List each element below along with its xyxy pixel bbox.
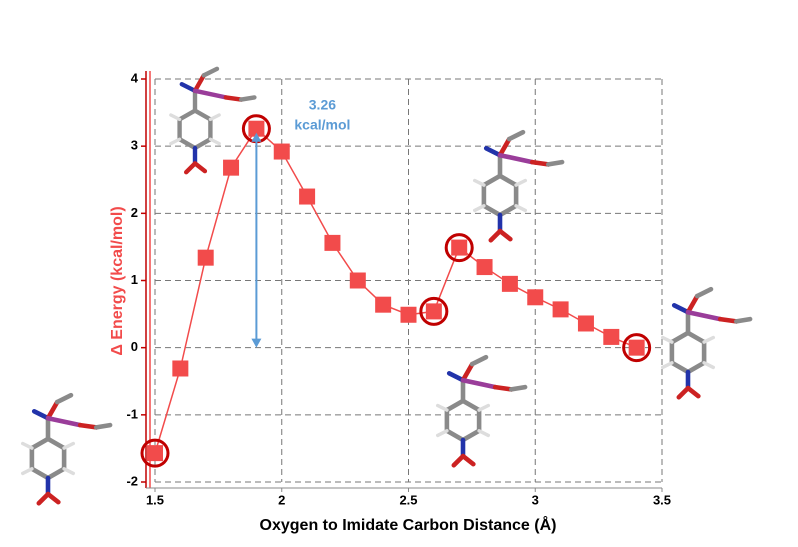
highlight-ring [622, 333, 652, 363]
data-point [324, 234, 341, 251]
data-point [248, 120, 265, 137]
data-point [552, 301, 569, 318]
highlight-ring [140, 438, 170, 468]
data-point [172, 360, 189, 377]
data-point [476, 259, 493, 276]
y-tick-label: -2 [126, 473, 138, 488]
data-point [451, 239, 468, 256]
y-tick-label: 2 [131, 205, 138, 220]
data-point [299, 188, 316, 205]
data-point [349, 272, 366, 289]
data-point [273, 143, 290, 160]
data-point [147, 445, 163, 462]
data-point [501, 275, 518, 292]
x-tick-label: 1.5 [146, 492, 164, 507]
data-point [400, 306, 417, 323]
x-axis-title: Oxygen to Imidate Carbon Distance (Å) [260, 515, 557, 534]
x-tick-label: 3 [532, 492, 539, 507]
arrow-head [251, 338, 262, 348]
y-axis-title: Δ Energy (kcal/mol) [109, 206, 126, 355]
y-tick-label: -1 [126, 406, 138, 421]
data-point [223, 159, 240, 176]
molecule [475, 132, 562, 240]
arrow-head [251, 132, 262, 142]
plot-area: -2 -1 0 1 2 3 4 1.5 2 2.5 3 3.5 3.26 kcal/mol [126, 70, 671, 507]
data-point [425, 303, 442, 320]
highlight-ring [444, 233, 474, 263]
y-tick-label: 3 [131, 138, 138, 153]
x-tick-label: 2 [278, 492, 285, 507]
data-point [603, 328, 620, 345]
molecule [438, 357, 525, 465]
data-point [577, 315, 594, 332]
series-line [154, 127, 637, 454]
y-tick-label: 4 [131, 70, 139, 85]
annotation-value: 3.26 [309, 97, 336, 113]
data-point [628, 339, 645, 356]
x-tick-label: 3.5 [653, 492, 671, 507]
y-tick-label: 0 [131, 339, 138, 354]
data-point [375, 296, 392, 313]
annotation-unit: kcal/mol [294, 117, 350, 133]
y-tick-label: 1 [131, 272, 138, 287]
molecule [171, 69, 255, 172]
data-point [197, 249, 214, 266]
data-point [527, 289, 544, 306]
x-tick-label: 2.5 [399, 492, 417, 507]
highlight-ring [419, 296, 449, 326]
molecule [23, 395, 110, 503]
molecule [663, 289, 750, 397]
